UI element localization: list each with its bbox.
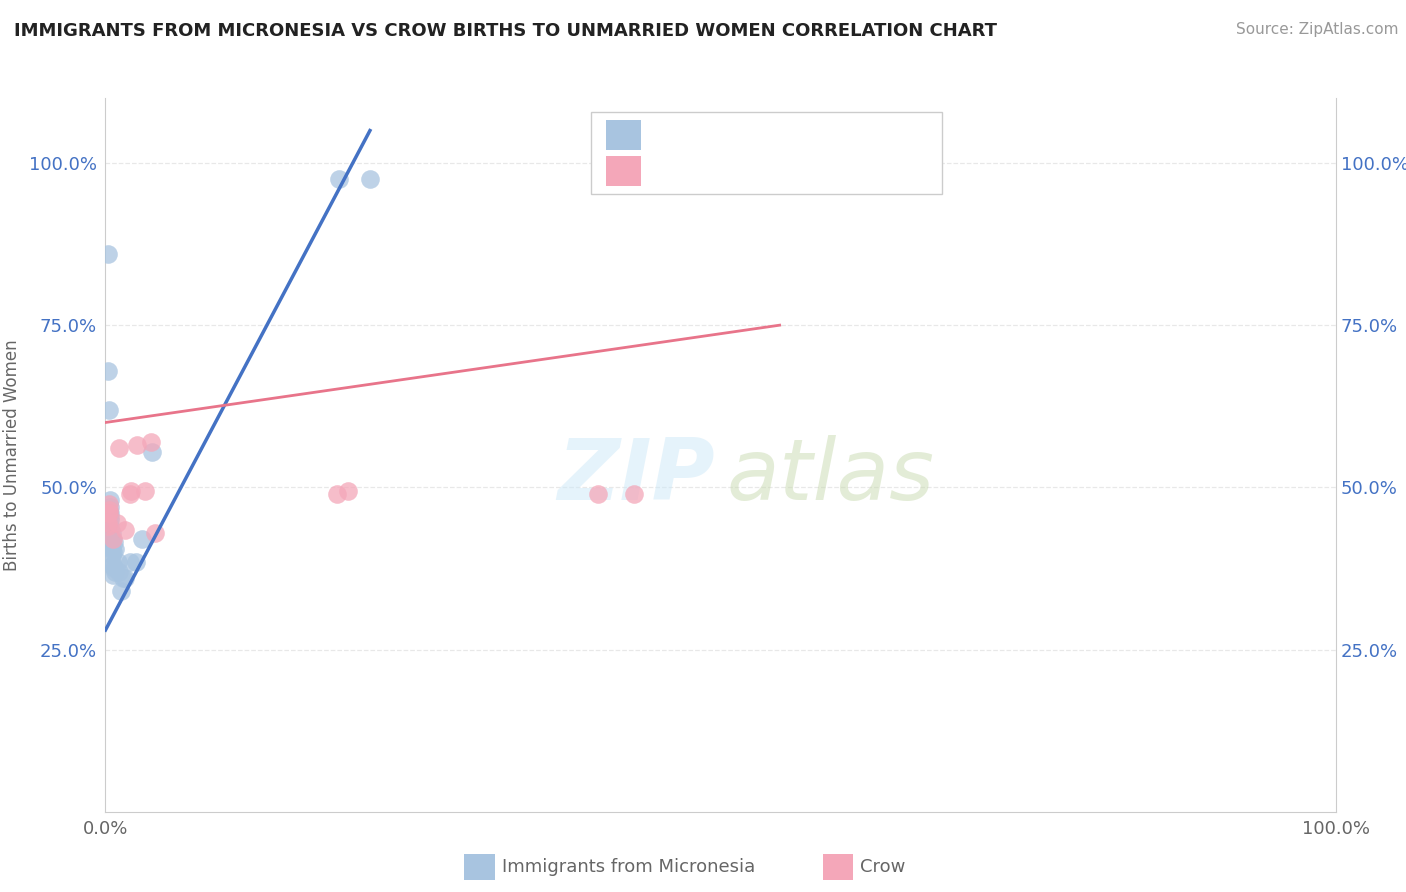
Point [97,519,120,533]
Point [125,555,148,569]
Point [114,571,136,585]
Point [120,555,141,569]
Point [101,568,124,582]
Point [98,506,122,520]
Point [143,525,166,540]
Bar [606,156,641,186]
Point [108,565,131,579]
Point [97,519,120,533]
Point [104,541,127,556]
Point [97,363,120,377]
Point [336,483,359,498]
Point [101,545,124,559]
Point [326,487,349,501]
FancyBboxPatch shape [592,112,942,194]
Point [586,487,609,501]
Point [120,483,142,498]
Point [98,402,121,417]
Point [97,247,120,261]
Y-axis label: Births to Unmarried Women: Births to Unmarried Women [3,339,21,571]
Point [100,525,122,540]
Point [101,533,124,547]
Point [101,558,124,573]
Point [108,442,131,456]
Text: 36: 36 [856,127,882,145]
Point [105,516,128,530]
Point [734,172,756,186]
Point [328,172,350,186]
Point [97,516,120,530]
Point [769,172,792,186]
Text: R =: R = [652,162,697,180]
Point [100,535,122,549]
Point [111,571,134,585]
Point [98,513,122,527]
Point [100,533,122,547]
Point [98,506,121,520]
Text: Crow: Crow [860,858,905,876]
Text: R =: R = [652,127,697,145]
Text: 0.395: 0.395 [711,127,769,145]
Point [100,549,122,563]
Point [97,506,120,520]
Point [100,533,122,547]
Point [104,565,127,579]
Text: IMMIGRANTS FROM MICRONESIA VS CROW BIRTHS TO UNMARRIED WOMEN CORRELATION CHART: IMMIGRANTS FROM MICRONESIA VS CROW BIRTH… [14,22,997,40]
Text: Source: ZipAtlas.com: Source: ZipAtlas.com [1236,22,1399,37]
Point [103,535,125,549]
Point [623,487,645,501]
Point [127,438,149,452]
Text: N =: N = [789,127,839,145]
Point [107,555,129,569]
Text: N =: N = [789,162,839,180]
Point [141,444,163,458]
Point [359,172,381,186]
Point [98,509,122,524]
Point [100,541,122,556]
Text: Immigrants from Micronesia: Immigrants from Micronesia [502,858,755,876]
Point [134,483,156,498]
Point [114,523,136,537]
Point [131,533,153,547]
Point [98,500,122,514]
Point [98,506,121,520]
Point [98,493,122,508]
Point [103,561,125,575]
Text: 0.126: 0.126 [711,162,769,180]
Point [120,487,141,501]
Point [100,558,122,573]
Text: atlas: atlas [727,434,935,518]
Point [110,584,132,599]
Bar [606,120,641,150]
Text: 22: 22 [856,162,882,180]
Point [98,503,121,517]
Point [98,519,122,533]
Point [98,497,121,511]
Text: ZIP: ZIP [557,434,714,518]
Point [139,434,162,449]
